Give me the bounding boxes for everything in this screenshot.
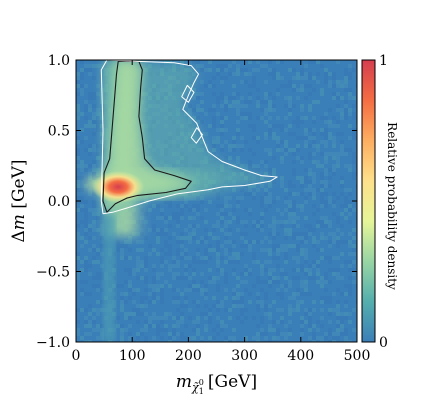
x-tick-label-2: 200	[175, 348, 202, 364]
density-heatmap	[76, 60, 357, 342]
colorbar-max-label: 1	[379, 53, 388, 69]
y-tick-label-0: −1.0	[36, 335, 70, 351]
axes: 0 100 200 300 400 500 −1.0 −0.5 0.0 0.5 1.0 mχ̃10 [G…	[9, 53, 370, 396]
colorbar-min-label: 0	[379, 335, 388, 351]
x-tick-label-5: 500	[344, 348, 371, 364]
colorbar-bar	[361, 59, 376, 343]
contour-outer-island-b	[190, 127, 203, 144]
colorbar-title: Relative probability density	[385, 122, 399, 290]
plot-area	[76, 60, 357, 342]
colorbar: 1 0 Relative probability density	[361, 53, 399, 351]
lower-column	[102, 215, 116, 342]
contour-outer-island-a	[181, 84, 195, 103]
y-tick-label-3: 0.5	[48, 124, 70, 140]
y-tick-label-4: 1.0	[48, 53, 70, 69]
y-tick-label-1: −0.5	[36, 265, 70, 281]
peak-hotspot	[92, 170, 145, 203]
x-tick-label-4: 400	[287, 348, 314, 364]
x-axis-title: mχ̃10 [GeV]	[176, 372, 257, 396]
y-tick-label-2: 0.0	[48, 194, 70, 210]
x-tick-label-0: 0	[72, 348, 81, 364]
contour-outer	[100, 60, 278, 215]
x-tick-label-3: 300	[231, 348, 258, 364]
contour-inner	[102, 60, 192, 213]
y-axis-title: Δm [GeV]	[9, 160, 29, 243]
x-tick-label-1: 100	[119, 348, 146, 364]
